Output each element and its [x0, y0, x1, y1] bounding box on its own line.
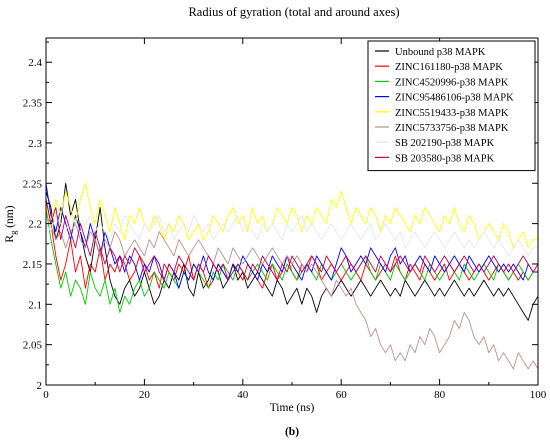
- x-tick-label: 100: [530, 389, 547, 401]
- y-axis-label: Rg (nm): [4, 205, 18, 242]
- y-axis-label-sub: g: [8, 230, 18, 235]
- y-tick-label: 2.3: [28, 138, 42, 150]
- legend-label: ZINC4520996-p38 MAPK: [395, 77, 509, 88]
- legend: Unbound p38 MAPK ZINC161180-p38 MAPK ZINC4…: [367, 40, 536, 172]
- y-tick-label: 2.25: [23, 178, 43, 190]
- series-line-6: [45, 215, 539, 370]
- x-axis-label: Time (ns): [270, 402, 315, 414]
- y-axis-label-main: R: [4, 235, 16, 243]
- legend-label: SB 202190-p38 MAPK: [395, 138, 495, 149]
- legend-label: ZINC5733756-p38 MAPK: [395, 123, 509, 134]
- x-tick-label: 80: [434, 389, 446, 401]
- y-tick-label: 2.4: [28, 57, 42, 69]
- legend-label: SB 203580-p38 MAPK: [395, 153, 495, 164]
- chart-title: Radius of gyration (total and around axe…: [188, 5, 399, 19]
- legend-label: ZINC161180-p38 MAPK: [395, 62, 503, 73]
- series-line-8: [45, 199, 539, 281]
- x-tick-label: 20: [139, 389, 151, 401]
- series-layer: [45, 182, 539, 370]
- y-tick-label: 2: [37, 380, 43, 392]
- x-tick-label: 40: [237, 389, 249, 401]
- series-line-3: [45, 207, 538, 313]
- series-line-1: [45, 182, 539, 321]
- figure-caption: (b): [285, 426, 299, 438]
- series-line-5: [45, 182, 538, 249]
- ticks-layer: 0 20 40 60 80 100 2 2.05 2.1 2.15 2.2 2.25 2.3 2.35 2.…: [23, 38, 547, 401]
- y-tick-label: 2.15: [23, 259, 43, 271]
- y-tick-label: 2.35: [23, 98, 43, 110]
- legend-box: [367, 40, 536, 172]
- legend-label: ZINC95486106-p38 MAPK: [395, 93, 514, 104]
- y-tick-label: 2.1: [28, 299, 42, 311]
- y-tick-label: 2.05: [23, 340, 43, 352]
- y-axis-label-unit: (nm): [4, 205, 16, 230]
- x-tick-label: 0: [43, 389, 49, 401]
- y-tick-label: 2.2: [28, 219, 42, 231]
- legend-label: Unbound p38 MAPK: [395, 47, 486, 58]
- x-tick-label: 60: [336, 389, 348, 401]
- legend-label: ZINC5519433-p38 MAPK: [395, 108, 509, 119]
- series-line-7: [45, 215, 538, 257]
